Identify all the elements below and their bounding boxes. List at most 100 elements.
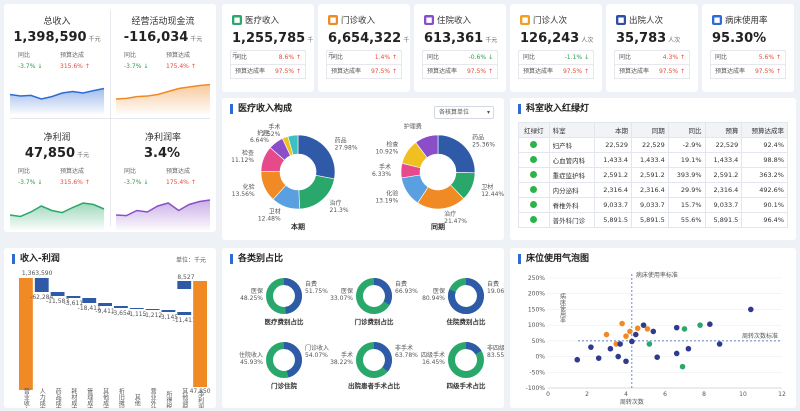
table-row[interactable]: 普外科门诊 5,891.5 5,891.5 55.6% 5,891.5 96.4% — [518, 212, 788, 228]
column-header[interactable]: 同期 — [631, 122, 669, 138]
tile-value: 35,783 人次 — [616, 31, 680, 46]
tile-title-text: 门诊人次 — [533, 16, 568, 26]
pie-a-name: 四级手术 — [421, 351, 445, 359]
table-cell: 9,033.7 — [631, 197, 669, 213]
table-cell: 妇产科 — [548, 137, 596, 153]
waterfall-bar — [114, 306, 128, 308]
kpi-value: 3.4% — [110, 146, 216, 161]
sparkline-area — [116, 200, 210, 230]
tile-value-text: 6,654,322 — [328, 31, 402, 46]
tile-budget-value: 97.5% ↑ — [563, 65, 589, 78]
tile-value-text: 1,255,785 — [232, 31, 306, 46]
tile-budget-value: 97.5% ↑ — [755, 65, 781, 78]
bubble-point — [640, 322, 647, 328]
kpi-unit: 千元 — [190, 36, 203, 43]
bubble-point — [646, 341, 653, 347]
category-share-title: 各类别占比 — [230, 254, 283, 264]
bubble-point — [644, 326, 651, 332]
kpi-value-text: 3.4% — [143, 146, 181, 161]
pie-segment — [373, 342, 392, 372]
tile-value-text: 95.30% — [712, 31, 767, 46]
bubble-point — [697, 322, 703, 328]
kpi-budget-label: 预算达成 — [60, 168, 85, 175]
pie-b-name: 非四级手术 — [487, 344, 504, 352]
tile-yoy-label: 同比 — [619, 54, 632, 61]
tile-budget-num: 97.5% — [658, 68, 679, 75]
bed-bubble-chart: 250% 200% 150% 100% 50% 0% -50% -100%0 2 4 6 8 10 12 病… — [526, 271, 786, 406]
table-cell: 2,316.4 — [704, 182, 743, 198]
lamp-cell — [518, 167, 550, 183]
pie-segment — [448, 278, 484, 314]
kpi-sparkline — [115, 83, 211, 114]
table-row[interactable]: 重症监护科 2,591.2 2,591.2 393.9% 2,591.2 363.2% — [518, 167, 788, 183]
bubble-point — [748, 306, 754, 313]
arrow-up-icon: ↑ — [84, 63, 90, 70]
kpi-value: -116,034 千元 — [110, 30, 216, 45]
table-cell: 1,433.4 — [594, 152, 633, 168]
table-row[interactable]: 心血管内科 1,433.4 1,433.4 19.1% 1,433.4 98.8% — [518, 152, 788, 168]
kpi-value-text: -116,034 — [123, 30, 189, 45]
pie-a-name: 医保 — [251, 287, 263, 295]
column-header[interactable]: 科室 — [548, 122, 596, 138]
bubble-point — [679, 363, 686, 370]
chevron-down-icon: ▾ — [486, 109, 490, 116]
green-light-icon — [530, 140, 538, 148]
tile-yoy-value: 8.6% ↑ — [279, 51, 301, 64]
slice-pct: 6.33% — [372, 171, 391, 178]
table-row[interactable]: 脊椎外科 9,033.7 9,033.7 15.7% 9,033.7 90.1% — [518, 197, 788, 213]
bubble-point — [716, 341, 723, 347]
bubble-point — [603, 331, 610, 338]
bubble-point — [607, 345, 614, 352]
arrow-down-icon: ↓ — [37, 63, 43, 70]
table-row[interactable]: 内分泌科 2,316.4 2,316.4 29.9% 2,316.4 492.6% — [518, 182, 788, 198]
tile-yoy-value: 4.3% ↑ — [663, 51, 685, 64]
tile-title: ■ 门诊收入 — [328, 14, 375, 26]
table-row[interactable]: 妇产科 22,529 22,529 -2.9% 22,529 92.4% — [518, 137, 788, 153]
waterfall-title: 收入-利润 — [12, 254, 60, 264]
pie-a-pct: 16.45% — [422, 359, 445, 366]
y-tick: 150% — [528, 306, 545, 313]
pie-a-name: 医保 — [341, 287, 353, 295]
donut-slice — [415, 134, 439, 159]
tile-title-text: 住院收入 — [437, 16, 472, 26]
table-cell: 55.6% — [667, 212, 706, 228]
pie-a-pct: 80.94% — [422, 295, 445, 302]
column-header[interactable]: 同比 — [667, 122, 706, 138]
pie-b-pct: 83.55% — [487, 352, 504, 359]
pie-b-name: 门诊收入 — [305, 344, 329, 352]
category-label: 营业外收 — [149, 387, 156, 408]
tile-budget-value: 97.5% ↑ — [371, 65, 397, 78]
pie-a-name: 手术 — [341, 351, 353, 359]
bed-bubble-card: 床位使用气泡图 250% 200% 150% 100% 50% 0% -50% -100% 0 2… — [510, 248, 796, 408]
column-header[interactable]: 红绿灯 — [518, 122, 550, 138]
tile-unit: 千元 — [232, 37, 314, 59]
green-light-icon — [530, 185, 538, 193]
slice-name: 护理费 — [404, 122, 422, 130]
column-header[interactable]: 预算 — [704, 122, 743, 138]
kpi-budget-value: 175.4% ↑ — [166, 61, 202, 72]
traffic-light-title: 科室收入红绿灯 — [518, 104, 589, 114]
slice-pct: 11.12% — [231, 157, 254, 164]
green-light-icon — [530, 215, 538, 223]
waterfall-value: -11,587 — [46, 298, 69, 305]
table-cell: 5,891.5 — [594, 212, 633, 228]
tile-budget-num: 97.5% — [274, 68, 295, 75]
y-tick: 0% — [535, 354, 545, 361]
waterfall-value: -9,411 — [95, 308, 115, 315]
donut-slice — [297, 134, 336, 180]
table-cell: 19.1% — [667, 152, 706, 168]
waterfall-value: -3,145 — [159, 314, 179, 321]
arrow-down-icon: ↓ — [143, 179, 149, 186]
pie-segment — [283, 342, 302, 378]
kpi-1: 经营活动现金流 -116,034 千元 同比 预算达成 -3.7% ↓ 175.4… — [110, 4, 216, 116]
column-header[interactable]: 预算达成率 — [741, 122, 788, 138]
waterfall-bar — [129, 308, 144, 309]
tile-title-text: 门诊收入 — [341, 16, 376, 26]
table-cell: 9,033.7 — [704, 197, 743, 213]
tile-budget-value: 97.5% ↑ — [659, 65, 685, 78]
unit-select[interactable]: 各核算单位 ▾ — [434, 106, 494, 119]
lamp-cell — [518, 197, 550, 213]
column-header[interactable]: 本期 — [594, 122, 633, 138]
table-cell: 2,591.2 — [631, 167, 669, 183]
category-label: 营业收入 — [22, 387, 29, 408]
